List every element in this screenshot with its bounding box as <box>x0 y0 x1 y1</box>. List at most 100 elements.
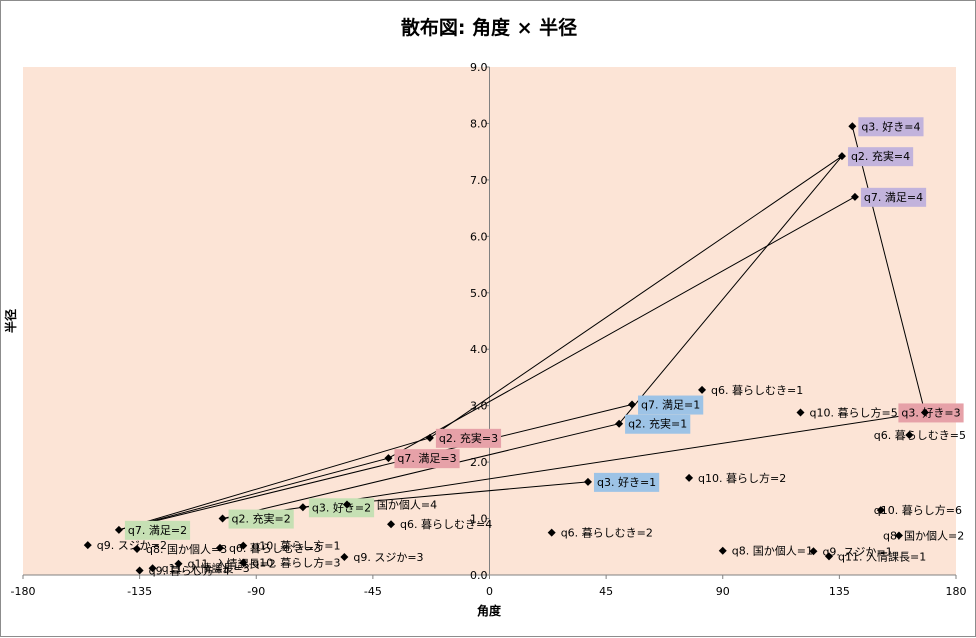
point-label-text: q7. 満足=1 <box>641 399 700 412</box>
point-label: q11. 入情課長=1 <box>838 549 926 563</box>
data-point <box>425 433 434 442</box>
x-tick-label: -90 <box>247 585 265 598</box>
point-label: q10. 暮らし方=3 <box>252 556 340 570</box>
data-point <box>133 545 142 554</box>
point-label: q2. 充実=1 <box>625 414 691 434</box>
point-label-text: q11. 入情課長=2 <box>188 557 276 571</box>
y-tick-label: 1.0 <box>470 513 488 526</box>
y-tick-label: 2.0 <box>470 456 488 469</box>
point-label: q7. 満足=3 <box>394 449 460 469</box>
data-point <box>583 477 592 486</box>
point-label-text: q8. 国か個人=3 <box>146 543 227 556</box>
point-label: q8. 国か個人=3 <box>146 543 227 556</box>
point-label: q9. スジか=3 <box>353 551 423 564</box>
point-label: q7. 満足=2 <box>124 520 191 540</box>
data-point <box>837 152 846 161</box>
point-label: q9. スジか=2 <box>97 539 167 552</box>
label-highlight <box>593 472 660 492</box>
y-tick-label: 8.0 <box>470 117 488 130</box>
point-label-text: q7. 満足=4 <box>864 191 923 204</box>
data-point <box>135 566 144 575</box>
point-label-text: q6. 暮らしむき=5 <box>874 428 966 442</box>
x-tick-label: 135 <box>829 585 850 598</box>
point-label: q11. 入情課長=2 <box>188 557 276 571</box>
y-tick-label: 4.0 <box>470 343 488 356</box>
x-tick-label: 45 <box>599 585 613 598</box>
label-highlight <box>858 117 924 137</box>
point-label-text: q9. 暮らし方=4 <box>149 563 230 577</box>
y-tick-label: 5.0 <box>470 287 488 300</box>
label-highlight <box>898 403 964 423</box>
point-label: q10. 暮らし方=2 <box>698 471 786 485</box>
point-label-text: q3. 好き=3 <box>901 405 960 419</box>
data-point <box>825 552 834 561</box>
x-tick-label: -180 <box>11 585 36 598</box>
point-label-text: q11. 入情課長=1 <box>838 549 926 563</box>
point-label-text: q8. 国か個人=1 <box>732 545 813 558</box>
data-point <box>174 559 183 568</box>
point-label-text: q6. 暮らしむき=3 <box>229 541 321 555</box>
y-tick-label: 7.0 <box>470 174 488 187</box>
point-label: q8. 国か個人=1 <box>732 545 813 558</box>
x-tick-label: 0 <box>486 585 493 598</box>
point-label: q10. 暮らし方=6 <box>874 503 962 517</box>
data-point <box>905 431 914 440</box>
x-tick-label: 90 <box>716 585 730 598</box>
point-label-text: q2. 充実=2 <box>232 512 291 526</box>
point-label-text: q3. 好き=2 <box>312 500 371 514</box>
data-point <box>148 564 157 573</box>
x-tick-label: -135 <box>127 585 152 598</box>
data-point <box>239 558 248 567</box>
data-point <box>848 122 857 131</box>
data-point <box>298 503 307 512</box>
x-axis-title: 角度 <box>477 603 502 618</box>
point-label: q3. 好き=3 <box>898 403 964 423</box>
label-highlight <box>638 395 704 415</box>
point-label-text: q6. 暮らしむき=4 <box>400 517 492 531</box>
label-highlight <box>625 414 691 434</box>
data-point <box>342 500 351 509</box>
data-point <box>796 408 805 417</box>
point-label-text: q3. 好き=4 <box>861 119 920 133</box>
data-point <box>114 525 123 534</box>
point-label-text: q3. 好き=1 <box>597 475 656 489</box>
data-point <box>615 419 624 428</box>
point-label: q2. 充実=2 <box>228 509 294 529</box>
label-highlight <box>308 498 375 518</box>
y-tick-label: 6.0 <box>470 230 488 243</box>
y-tick-label: 9.0 <box>470 61 488 74</box>
data-point <box>83 541 92 550</box>
point-label-text: q2. 充実=3 <box>439 431 498 445</box>
point-labels: q3. 好き=4 q2. 充実=4 q7. 満足=4 q6. 暮らしむき=1 q7. 満… <box>97 117 966 577</box>
point-label: q6. 暮らしむき=1 <box>711 383 803 397</box>
point-label: q7. 満足=4 <box>860 187 927 207</box>
data-points <box>83 122 929 575</box>
point-label: q2. 充実=4 <box>847 147 914 167</box>
point-label-text: q9. スジか=1 <box>822 545 892 558</box>
label-highlight <box>847 147 914 167</box>
data-point <box>384 454 393 463</box>
axes-layer: -180 -135 -90 -45 0 45 90 135 180 0.0 1.0 2.0 3.0 4.0… <box>11 61 967 598</box>
data-point <box>894 531 903 540</box>
point-label: q6. 暮らしむき=2 <box>561 526 653 540</box>
point-label-text: q9. スジか=2 <box>97 539 167 552</box>
point-label-text: q8. 国か個人=2 <box>883 529 964 542</box>
point-label: q9. 暮らし方=4 <box>149 563 230 577</box>
y-axis-title: 半径 <box>3 309 18 333</box>
y-tick-label: 3.0 <box>470 400 488 413</box>
label-highlight <box>435 428 502 448</box>
point-label-text: q11. 入情課長=3 <box>162 561 250 575</box>
label-highlight <box>860 187 927 207</box>
x-tick-label: -45 <box>364 585 382 598</box>
data-point <box>809 547 818 556</box>
point-label: q8. 国か個人=2 <box>883 529 964 542</box>
data-point <box>387 520 396 529</box>
label-highlight <box>124 520 191 540</box>
point-label-text: q10. 暮らし方=5 <box>810 405 898 419</box>
point-label: q3. 好き=4 <box>858 117 924 137</box>
point-label: q6. 暮らしむき=3 <box>229 541 321 555</box>
point-label-text: q10. 暮らし方=3 <box>252 556 340 570</box>
data-point <box>340 552 349 561</box>
